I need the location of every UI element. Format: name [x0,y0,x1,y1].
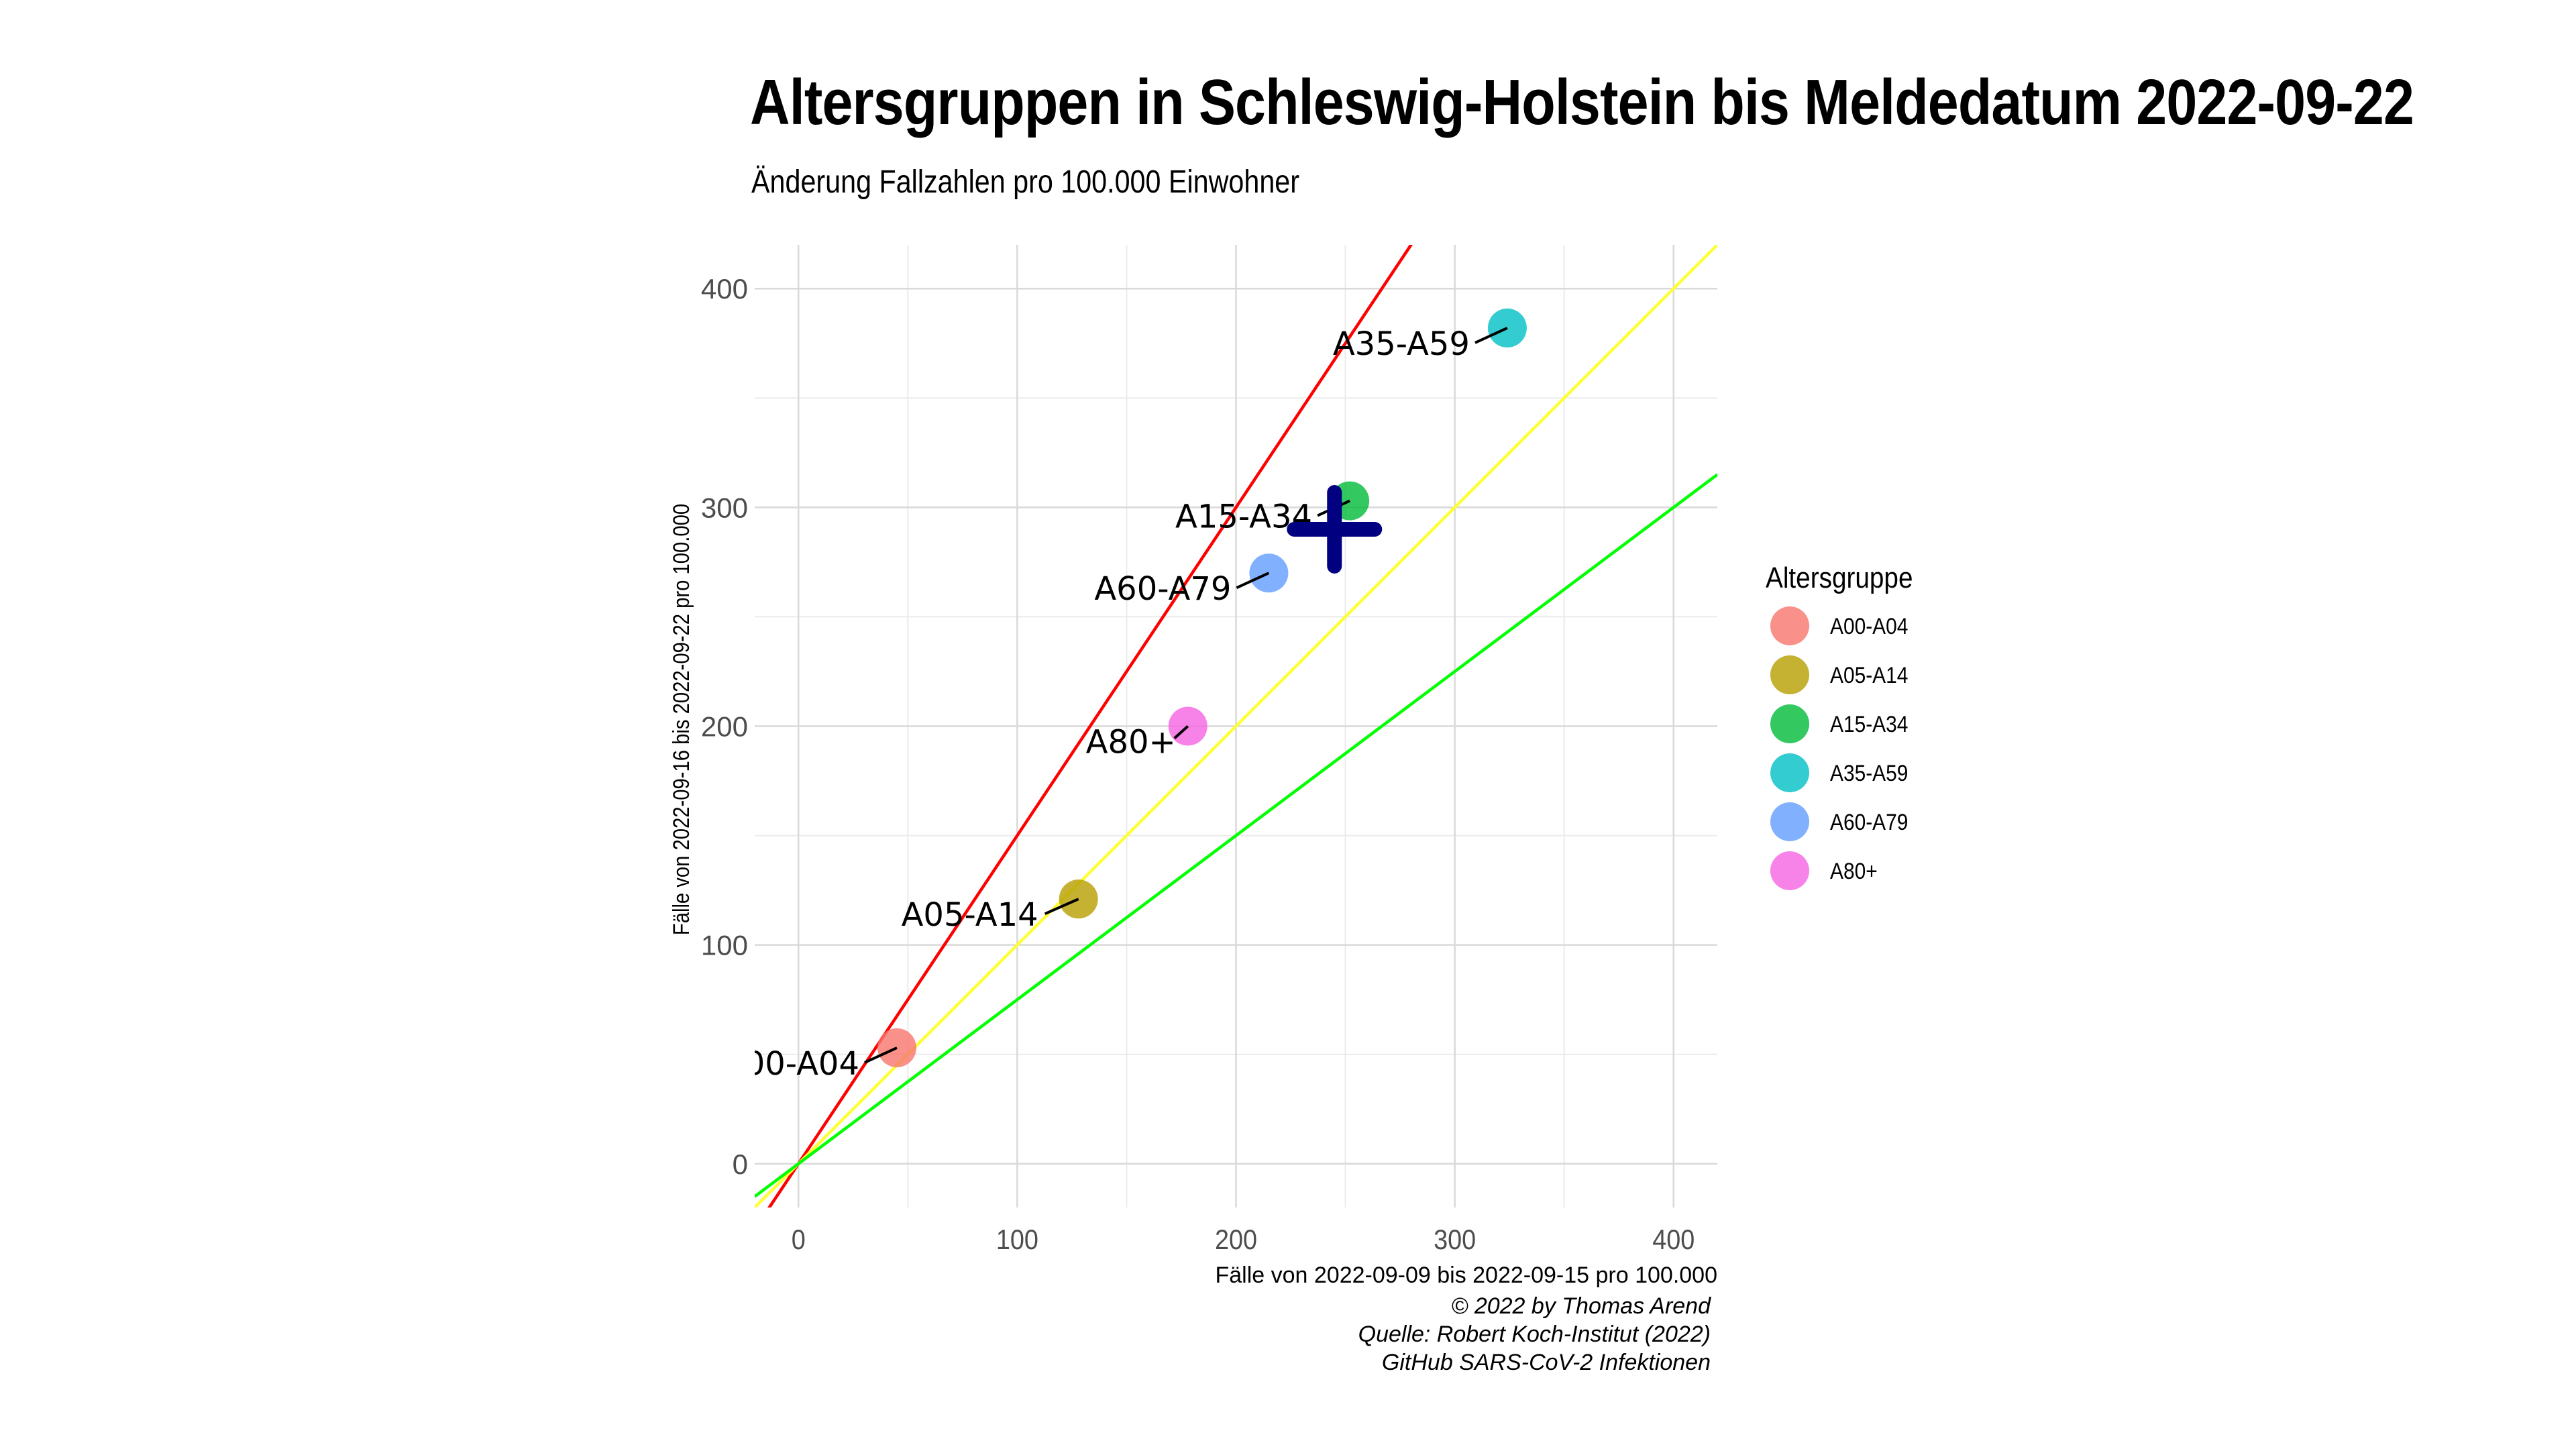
legend-label: A60-A79 [1830,809,1908,835]
point-label-leader [864,1046,898,1064]
point-label-leader [1173,725,1189,739]
x-tick-label: 400 [1652,1224,1695,1255]
point-label: A60-A79 [1094,570,1231,608]
caption-source: Quelle: Robert Koch-Institut (2022) [1358,1322,1711,1347]
point-label: A05-A14 [902,896,1038,934]
y-axis-title: Fälle von 2022-09-16 bis 2022-09-22 pro … [668,504,694,935]
caption-github: GitHub SARS-CoV-2 Infektionen [1381,1350,1711,1375]
point-label: A00-A04 [722,1045,859,1083]
chart-subtitle: Änderung Fallzahlen pro 100.000 Einwohne… [751,164,1299,200]
point-label-leader [1474,327,1508,344]
legend-key [1770,851,1809,890]
legend-label: A80+ [1830,858,1878,883]
legend-key [1770,704,1809,743]
legend-key [1770,655,1809,694]
x-tick-label: 300 [1434,1224,1476,1255]
point-label-leader [1236,572,1270,590]
x-tick-label: 100 [996,1224,1038,1255]
data-points [877,308,1527,1067]
y-tick-label: 300 [701,492,748,523]
tick-labels: 0 100 200 300 400 0 100 200 300 400 [701,273,1695,1255]
legend-title: Altersgruppe [1766,561,1913,594]
y-tick-label: 200 [701,711,748,743]
reference-line-0 [767,245,1413,1208]
point-label-leader [1044,898,1079,915]
reference-line-2 [755,473,1717,1198]
x-axis-title: Fälle von 2022-09-09 bis 2022-09-15 pro … [1215,1263,1717,1288]
point-label: A35-A59 [1333,325,1470,363]
y-tick-label: 400 [701,273,748,305]
x-tick-label: 0 [792,1224,806,1255]
y-tick-label: 100 [701,930,748,961]
caption-copyright: © 2022 by Thomas Arend [1451,1293,1711,1319]
legend-label: A15-A34 [1830,711,1908,737]
legend-label: A05-A14 [1830,662,1908,688]
y-tick-label: 0 [733,1148,748,1180]
legend-label: A35-A59 [1830,760,1908,786]
legend-key [1770,606,1809,645]
legend: Altersgruppe A00-A04 A05-A14 A15-A34 A35-A59… [1766,561,1913,890]
legend-label: A00-A04 [1830,613,1908,639]
point-label: A80+ [1086,724,1176,761]
legend-key [1770,753,1809,792]
legend-key [1770,802,1809,841]
chart-title: Altersgruppen in Schleswig-Holstein bis … [750,66,2414,138]
x-tick-label: 200 [1215,1224,1257,1255]
